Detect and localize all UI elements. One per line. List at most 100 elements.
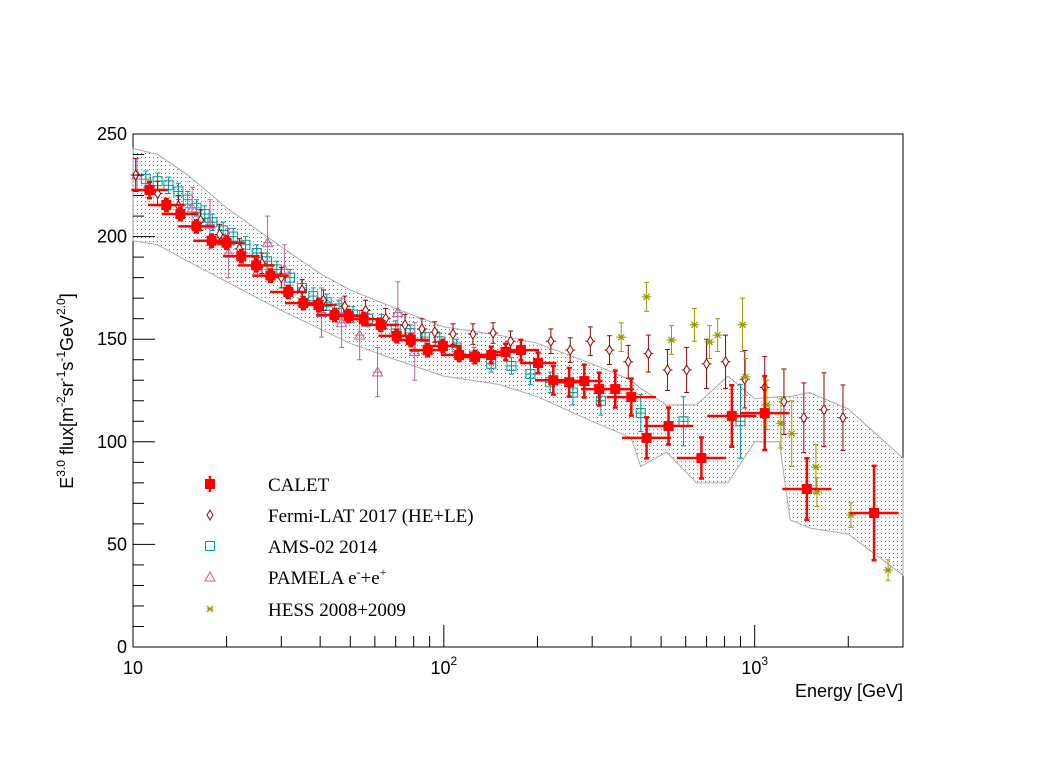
marker (335, 316, 348, 328)
marker (579, 376, 590, 387)
y-tick-label: 250 (97, 124, 127, 144)
legend-label-ams: AMS-02 2014 (268, 537, 378, 558)
legend-marker (205, 541, 215, 551)
data-point (371, 346, 384, 398)
marker (617, 333, 625, 341)
data-point (596, 369, 634, 409)
marker (690, 321, 698, 329)
marker (283, 287, 294, 298)
data-point (775, 398, 786, 449)
x-tick-label: 103 (741, 654, 768, 678)
marker (221, 237, 232, 248)
marker (278, 263, 291, 274)
marker (820, 403, 828, 416)
marker (739, 321, 747, 329)
data-point (525, 363, 536, 385)
series-4 (616, 282, 894, 581)
y-axis-title: E3.0 flux[m-2sr-1s-1GeV2.0] (54, 293, 77, 488)
systematic-band (132, 147, 904, 577)
data-point (681, 346, 692, 394)
marker (469, 328, 477, 341)
marker (624, 355, 632, 368)
marker (405, 335, 416, 346)
legend-marker-0 (205, 476, 215, 492)
marker (663, 420, 674, 431)
data-point (300, 297, 337, 313)
marker (186, 201, 199, 213)
data-point (798, 382, 809, 454)
plot-frame (132, 133, 904, 648)
y-tick-label: 200 (97, 227, 127, 247)
marker (605, 344, 614, 357)
legend-marker-2 (205, 541, 215, 551)
series-3 (131, 158, 421, 398)
marker (696, 453, 707, 464)
data-point (737, 297, 748, 353)
data-point (676, 436, 727, 480)
data-point (467, 323, 478, 345)
legend-marker (205, 479, 215, 489)
marker (586, 335, 594, 348)
marker (489, 327, 497, 340)
data-point (689, 307, 700, 342)
marker (742, 373, 750, 381)
marker (721, 355, 730, 368)
marker (422, 345, 433, 356)
data-point (643, 334, 654, 373)
data-point (506, 357, 517, 375)
data-point (252, 268, 289, 283)
marker (313, 299, 324, 310)
data-point (849, 464, 899, 562)
marker (144, 185, 155, 196)
marker (800, 411, 808, 424)
legend-marker (204, 570, 216, 582)
marker (191, 221, 202, 232)
data-point (606, 377, 656, 417)
marker (391, 306, 404, 318)
marker (683, 364, 691, 376)
x-tick-base: 10 (741, 658, 761, 678)
marker (643, 293, 651, 301)
x-tick-base: 10 (430, 658, 450, 678)
series-0 (131, 180, 899, 562)
marker (626, 392, 637, 403)
marker (308, 291, 319, 302)
marker (236, 251, 247, 262)
data-point (162, 206, 199, 222)
x-tick-label: 102 (430, 654, 457, 678)
data-point (635, 394, 646, 433)
marker (884, 566, 892, 574)
marker (265, 270, 276, 281)
data-point (429, 321, 440, 343)
data-point (148, 197, 185, 213)
marker (610, 384, 621, 395)
data-point (566, 363, 603, 399)
marker (449, 328, 457, 341)
data-point (565, 337, 576, 363)
marker (515, 345, 526, 356)
marker (431, 326, 439, 338)
data-point (837, 384, 848, 452)
marker (566, 344, 574, 357)
marker (420, 332, 431, 343)
data-point (819, 372, 830, 448)
marker (780, 395, 788, 408)
data-point (621, 416, 672, 460)
data-point (712, 318, 723, 353)
data-point (163, 176, 174, 195)
marker (726, 410, 737, 421)
data-point (616, 322, 627, 353)
data-point (704, 325, 715, 359)
marker (500, 346, 511, 357)
data-point (178, 218, 215, 234)
data-point (345, 311, 382, 327)
band-area (132, 147, 904, 577)
legend: CALET Fermi-LAT 2017 (HE+LE) AMS-02 2014… (204, 475, 474, 621)
data-point (223, 248, 260, 264)
y-tick-label: 0 (117, 637, 127, 657)
data-point (883, 559, 894, 581)
marker (801, 483, 812, 494)
marker (641, 432, 652, 443)
legend-label-pamela: PAMELA e-+e+ (268, 565, 387, 589)
